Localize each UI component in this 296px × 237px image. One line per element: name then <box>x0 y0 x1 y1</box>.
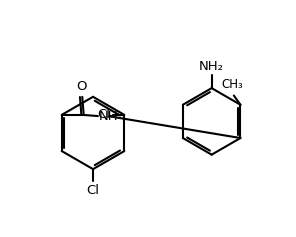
Text: CH₃: CH₃ <box>221 78 243 91</box>
Text: NH₂: NH₂ <box>199 60 224 73</box>
Text: Cl: Cl <box>97 108 110 121</box>
Text: NH: NH <box>99 110 118 123</box>
Text: O: O <box>76 80 86 93</box>
Text: Cl: Cl <box>86 184 99 197</box>
